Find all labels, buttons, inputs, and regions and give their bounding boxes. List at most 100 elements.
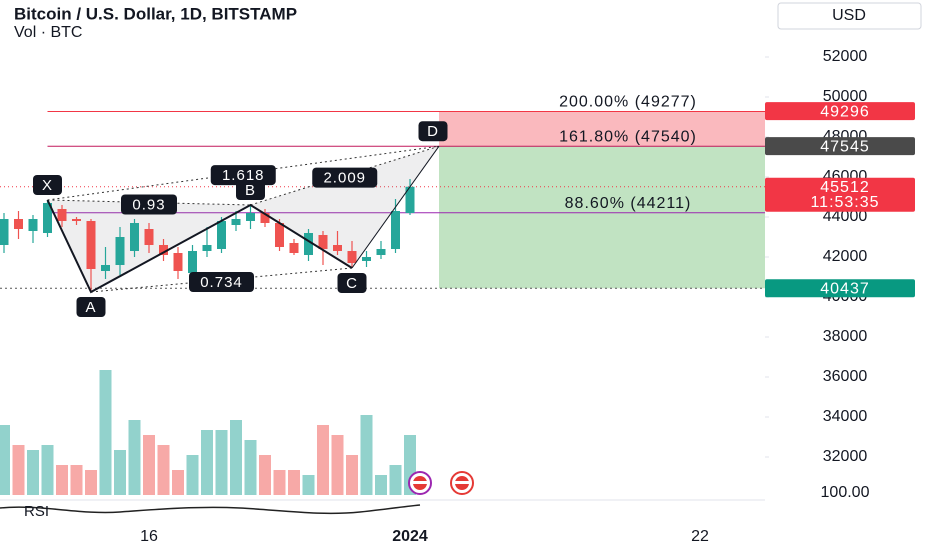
x-tick-label: 2024 [392, 528, 428, 545]
volume-bar [331, 435, 344, 495]
pattern-ratio: 1.618 [222, 167, 265, 184]
pattern-point-label: C [346, 275, 358, 292]
pattern-point-label-box [33, 175, 62, 195]
price-tag [765, 137, 915, 156]
candle-body [362, 257, 371, 261]
front-layer: 200.00% (49277) 161.80% (47540) 88.60% (44… [33, 94, 915, 317]
y-tick-label: 36000 [823, 368, 868, 385]
candle-body [57, 209, 67, 221]
flag-icons [408, 471, 474, 495]
volume-bar [230, 420, 242, 495]
candle-body [217, 221, 226, 249]
candle-body [289, 243, 299, 253]
volume-bar [273, 470, 286, 495]
pattern-leg [351, 145, 440, 269]
pattern-ratio: 0.734 [200, 274, 243, 291]
pattern-ratio-leg [47, 145, 440, 201]
volume-bar [85, 470, 97, 495]
y-tick-label: 44000 [823, 208, 868, 225]
candle-body [202, 245, 212, 251]
candle-body [405, 186, 415, 213]
candle-body [260, 213, 270, 223]
candle-body [86, 221, 96, 269]
pattern-ratio: 2.009 [323, 170, 366, 187]
candle-body [376, 249, 386, 255]
candle-body [0, 219, 9, 245]
volume-bar [0, 425, 10, 495]
fib-level-label: 88.60% (44211) [565, 195, 692, 212]
candle-body [391, 211, 400, 249]
rsi-axis-label: 100.00 [821, 484, 870, 501]
pattern-point-label: D [427, 123, 439, 140]
candle-body [231, 219, 241, 225]
volume-bar [360, 415, 373, 495]
candle-body [130, 223, 139, 251]
pattern-ratio-box [121, 194, 177, 215]
pattern-point-label: B [245, 182, 256, 199]
volume-bar [317, 425, 329, 495]
y-tick-label: 52000 [823, 48, 868, 65]
pattern-ratio-box [312, 167, 378, 188]
volume-bar [346, 455, 358, 495]
price-tag-label: 49296 [820, 103, 870, 120]
price-tag-label: 45512 [820, 179, 870, 196]
volume-bar [27, 450, 39, 495]
candle-body [188, 251, 197, 273]
volume-bar [186, 455, 199, 495]
volume-bar [128, 420, 141, 495]
candle-body [14, 219, 23, 229]
currency-button-label[interactable]: USD [832, 7, 866, 24]
pattern-ratio: 0.93 [132, 196, 165, 213]
candle-body [159, 245, 168, 255]
candle-body [173, 253, 183, 271]
volume-bar [375, 475, 387, 495]
volume-bar [259, 455, 271, 495]
price-tag-label: 40437 [820, 280, 870, 297]
candle-body [304, 233, 313, 255]
candle-body [333, 245, 342, 251]
price-tag [765, 279, 915, 298]
volume-bar [143, 435, 155, 495]
volume-bar [172, 470, 184, 495]
volume-bar [288, 470, 300, 495]
candle-body [246, 213, 255, 221]
candle-body [115, 237, 125, 265]
volume-bar [99, 370, 112, 495]
candle-body [318, 235, 328, 249]
candle-body [347, 251, 357, 263]
rsi-label: RSI [24, 503, 49, 520]
price-tag [765, 177, 915, 212]
candle-body [275, 223, 284, 247]
volume-bar [215, 430, 228, 495]
pattern-fill [250, 146, 439, 268]
volume-bar [12, 445, 25, 495]
volume-bar [157, 445, 170, 495]
y-tick-label: 34000 [823, 408, 868, 425]
volume-bar [302, 475, 315, 495]
candle-body [43, 203, 52, 233]
currency-button[interactable] [777, 2, 922, 30]
flag-icon [413, 481, 427, 484]
pattern-ratio-box [189, 272, 254, 292]
candle-body [101, 265, 110, 271]
y-tick-label: 32000 [823, 448, 868, 465]
fib-level-label: 161.80% (47540) [559, 128, 697, 145]
volume-bar [389, 465, 402, 495]
volume-bar [201, 430, 213, 495]
x-tick-label: 22 [691, 528, 709, 545]
fib-level-label: 200.00% (49277) [559, 94, 697, 111]
pattern-point-label-box [337, 273, 367, 293]
pattern-point-label: A [85, 299, 96, 316]
target-zone-profit [439, 146, 765, 289]
candle-body [72, 219, 81, 221]
x-tick-label: 16 [140, 528, 158, 545]
target-zone-loss [439, 111, 765, 147]
y-tick-label: 50000 [823, 88, 868, 105]
volume-label: Vol · BTC [14, 24, 82, 41]
rsi-line [0, 504, 421, 515]
pattern-point-label-box [76, 297, 106, 317]
pattern-point-label: X [42, 177, 53, 194]
